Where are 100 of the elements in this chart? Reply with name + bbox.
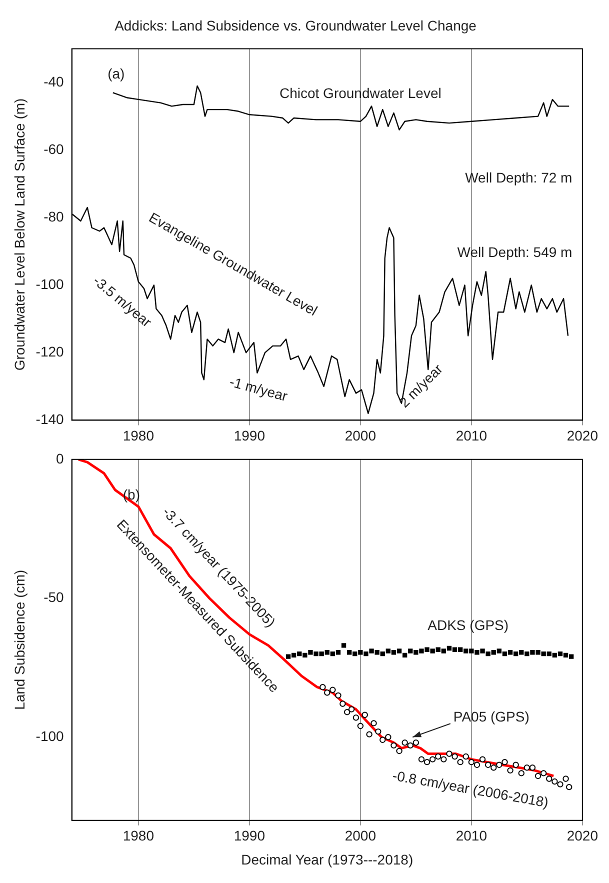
point — [314, 651, 318, 656]
series-label: Chicot Groundwater Level — [279, 85, 442, 102]
point — [352, 651, 358, 656]
point — [348, 706, 355, 712]
point — [440, 756, 447, 762]
point — [474, 762, 480, 768]
point — [457, 758, 464, 766]
point — [546, 776, 552, 782]
point — [358, 650, 363, 655]
point — [429, 756, 436, 762]
point — [364, 651, 368, 656]
y-tick-label: -100 — [36, 276, 64, 292]
point — [540, 770, 547, 776]
point — [484, 762, 492, 768]
x-tick-label: 1980 — [122, 828, 154, 844]
point — [502, 758, 508, 766]
x-tick-label: 2000 — [344, 828, 376, 844]
point — [512, 762, 519, 768]
point — [568, 654, 574, 659]
point — [552, 652, 558, 658]
point — [375, 728, 382, 735]
series-label: ADKS (GPS) — [428, 616, 509, 633]
point — [340, 700, 346, 707]
point — [518, 770, 524, 776]
point — [441, 648, 446, 654]
point — [541, 651, 546, 656]
point — [536, 650, 540, 655]
point — [346, 650, 352, 655]
point — [496, 762, 502, 768]
x-tick-label: 2010 — [456, 828, 488, 844]
point — [386, 648, 391, 654]
point — [407, 742, 414, 749]
point — [508, 650, 513, 655]
point — [330, 686, 336, 693]
point — [524, 764, 530, 771]
point — [534, 772, 542, 780]
point — [424, 647, 430, 652]
point — [469, 648, 474, 654]
point — [419, 648, 424, 654]
point — [385, 734, 392, 740]
point — [430, 648, 435, 654]
point — [391, 650, 396, 655]
point — [446, 646, 452, 651]
point — [513, 651, 518, 656]
point — [436, 647, 440, 652]
point — [369, 648, 374, 654]
point — [468, 758, 475, 766]
point — [402, 652, 408, 658]
x-tick-label: 2020 — [566, 828, 598, 844]
point — [480, 648, 485, 654]
point — [344, 709, 350, 716]
point — [464, 648, 468, 654]
point — [297, 651, 302, 656]
point — [458, 647, 463, 652]
series-label: PA05 (GPS) — [453, 708, 530, 725]
point — [302, 652, 308, 658]
y-tick-label: -60 — [44, 140, 64, 157]
point — [519, 650, 524, 655]
point — [562, 776, 569, 782]
x-axis-title: Decimal Year (1973---2018) — [241, 851, 414, 868]
y-tick-label: -50 — [44, 589, 64, 606]
point — [502, 651, 508, 656]
point — [324, 690, 330, 696]
point — [362, 712, 368, 718]
point — [380, 651, 385, 656]
point — [557, 781, 564, 788]
point — [291, 652, 296, 658]
point — [530, 650, 535, 655]
point — [491, 650, 496, 655]
point — [330, 651, 336, 656]
point — [319, 651, 324, 656]
annotation: Well Depth: 549 m — [457, 244, 572, 260]
point — [380, 736, 386, 743]
point — [336, 650, 341, 655]
y-tick-label: -140 — [36, 411, 64, 428]
point — [412, 740, 420, 746]
point — [446, 750, 452, 757]
point — [408, 648, 413, 654]
point — [335, 692, 342, 699]
point — [524, 651, 530, 656]
y-tick-label: -80 — [44, 208, 64, 224]
annotation: (b) — [122, 486, 140, 502]
point — [452, 753, 458, 760]
y-tick-label: -100 — [36, 728, 64, 744]
point — [402, 740, 408, 746]
point — [452, 647, 458, 652]
annotation: (a) — [108, 66, 125, 82]
x-tick-label: 1980 — [122, 427, 154, 444]
point — [366, 731, 372, 738]
x-tick-label: 2010 — [456, 427, 488, 444]
point — [308, 650, 313, 655]
y-axis-title: Groundwater Level Below Land Surface (m) — [11, 98, 28, 371]
annotation: -1 m/year — [228, 373, 290, 404]
point — [396, 748, 402, 754]
y-tick-label: 0 — [56, 450, 64, 466]
point — [566, 784, 572, 790]
point — [474, 650, 480, 655]
y-tick-label: -40 — [44, 73, 64, 90]
point — [414, 650, 418, 655]
point — [357, 722, 364, 730]
